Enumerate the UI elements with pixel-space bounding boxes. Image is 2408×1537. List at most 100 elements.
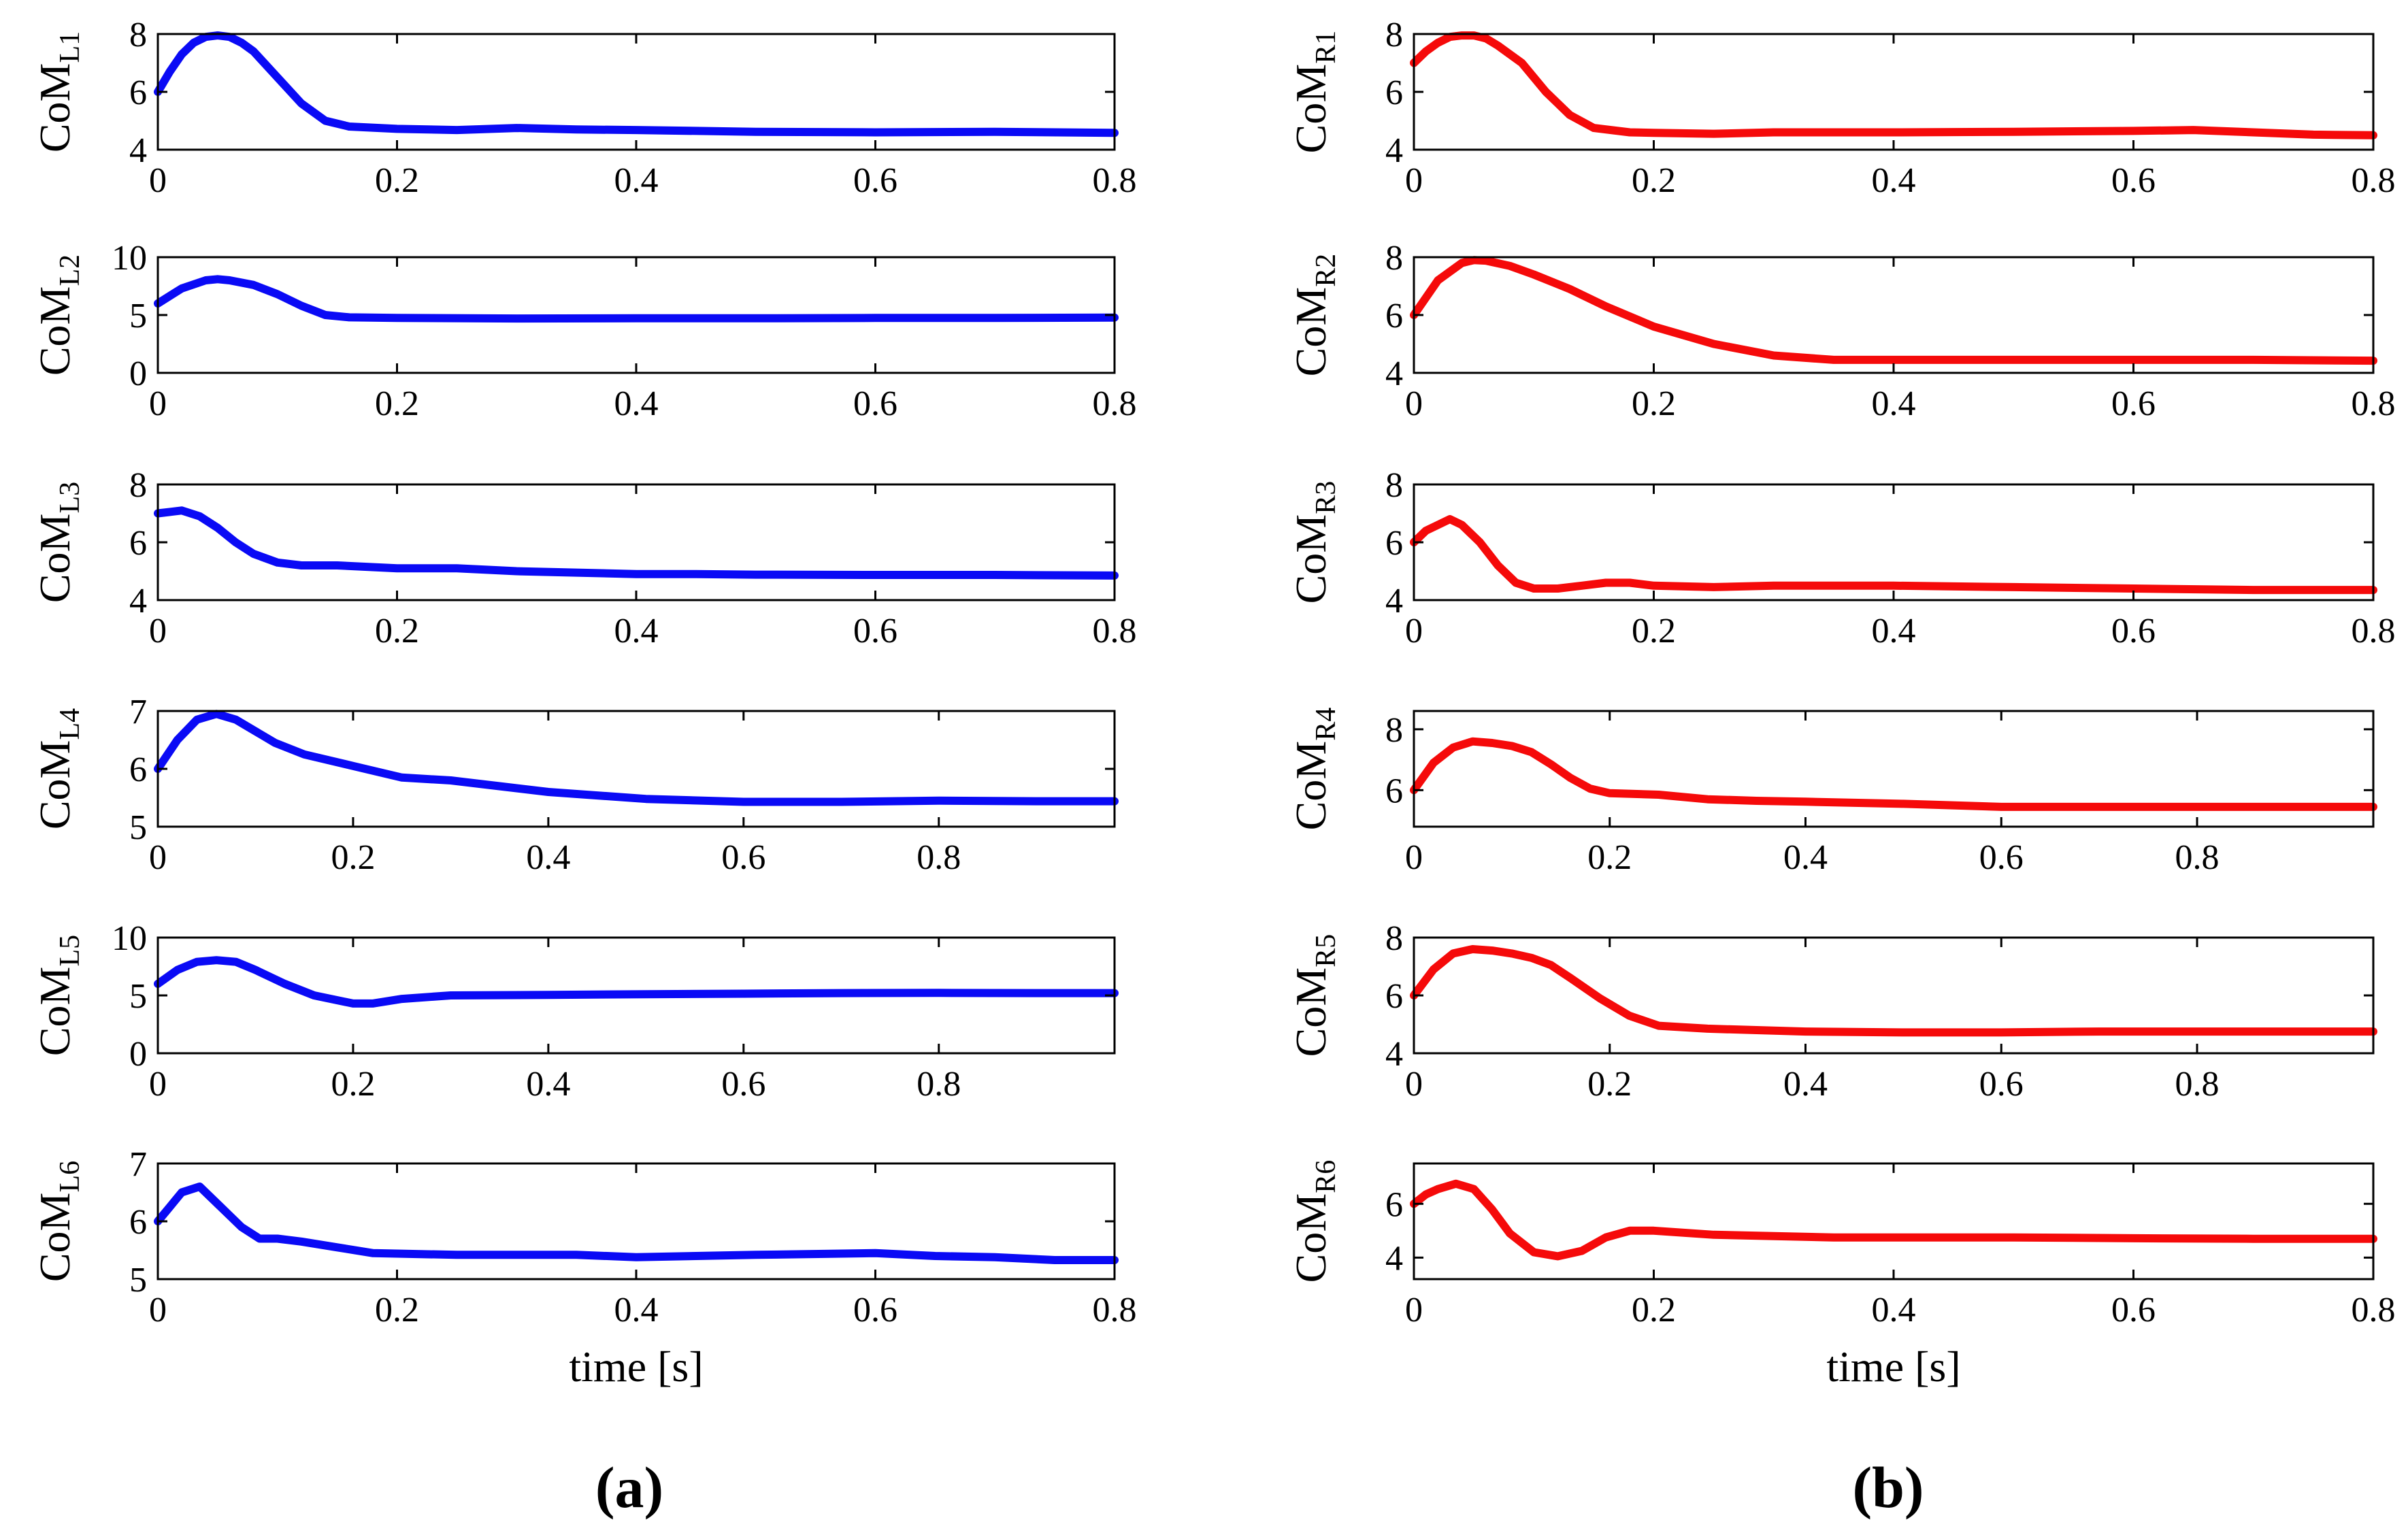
series-line-b3 [1410,515,2377,595]
x-tick-label: 0.8 [1093,1291,1137,1329]
x-tick-label: 0 [1405,612,1423,650]
y-axis-label-sub: L1 [54,31,86,63]
x-tick-label: 0 [149,1065,167,1104]
subplot-a1: 0 0.2 0.4 0.6 0.8 4 6 8 CoML1 [31,16,1137,200]
x-tick-label: 0.4 [614,161,659,200]
y-axis-label-sub: L5 [54,935,86,967]
y-tick-label: 6 [129,524,147,563]
subplot-b5: 0 0.2 0.4 0.6 0.8 4 6 8 CoMR5 [1287,919,2377,1104]
x-tick-label: 0.4 [1783,838,1828,877]
y-axis-label-sub: L4 [54,708,86,740]
x-tick-label: 0.4 [1872,612,1916,650]
x-tick-label: 0.4 [614,384,659,423]
y-tick-label: 8 [1385,466,1403,505]
x-tick-label: 0 [149,1291,167,1329]
x-tick-label: 0.2 [1632,384,1676,423]
y-tick-label: 5 [129,808,147,847]
subplot-a5: 0 0.2 0.4 0.6 0.8 0 5 10 CoML5 [31,919,1119,1104]
y-tick-label: 6 [1385,1185,1403,1224]
x-tick-label: 0.8 [2175,838,2220,877]
y-tick-label: 4 [129,582,147,621]
y-tick-label: 6 [129,750,147,789]
y-axis-label: CoMR1 [1287,31,1342,154]
x-tick-label: 0.8 [1093,612,1137,650]
x-tick-label: 0.4 [1872,1291,1916,1329]
y-tick-label: 8 [1385,711,1403,750]
axes-frame [156,483,1116,601]
x-tick-label: 0.8 [2175,1065,2220,1104]
x-tick-label: 0.4 [1872,161,1916,200]
x-tick-label: 0.2 [1632,1291,1676,1329]
y-tick-label: 4 [129,131,147,170]
y-axis-label-main: CoM [1287,968,1335,1057]
axes-frame [1413,1162,2375,1280]
panel-label-a: (a) [595,1455,663,1520]
x-tick-label: 0.4 [526,838,570,877]
subplot-a6: 0 0.2 0.4 0.6 0.8 5 6 7 CoML6 time [s] [31,1145,1137,1391]
y-axis-label-main: CoM [31,514,79,604]
x-tick-label: 0 [1405,384,1423,423]
y-tick-label: 5 [129,977,147,1016]
y-tick-label: 6 [129,1203,147,1242]
x-tick-label: 0 [1405,1291,1423,1329]
subplot-a3: 0 0.2 0.4 0.6 0.8 4 6 8 CoML3 [31,466,1137,650]
y-tick-label: 8 [129,466,147,505]
axes-frame [156,710,1116,828]
x-tick-label: 0.8 [2352,1291,2396,1329]
y-tick-label: 5 [129,297,147,335]
x-tick-label: 0.6 [1979,838,2024,877]
y-tick-label: 4 [1385,354,1403,393]
y-tick-label: 6 [1385,772,1403,810]
y-axis-label: CoML4 [31,708,86,829]
y-tick-label: 4 [1385,1239,1403,1278]
series-line-b6 [1410,1179,2377,1261]
series-line-a4 [154,710,1119,806]
y-tick-label: 6 [129,73,147,112]
x-tick-label: 0 [149,161,167,200]
x-axis-label: time [s] [569,1342,703,1391]
y-tick-label: 8 [129,16,147,54]
y-axis-label-sub: R4 [1310,708,1342,741]
x-tick-label: 0.4 [614,612,659,650]
series-line-a5 [154,956,1119,1008]
x-tick-label: 0.8 [1093,161,1137,200]
y-axis-label-main: CoM [31,286,79,376]
series-line-a2 [154,275,1119,323]
y-axis-label-main: CoM [1287,741,1335,831]
series-line-b1 [1410,31,2377,139]
subplot-b1: 0 0.2 0.4 0.6 0.8 4 6 8 CoMR1 [1287,16,2396,200]
x-tick-label: 0.2 [331,838,375,877]
y-tick-label: 7 [129,693,147,731]
y-tick-label: 7 [129,1145,147,1184]
axes-frame [1413,710,2375,828]
x-tick-label: 0.6 [721,838,765,877]
y-axis-label: CoMR3 [1287,481,1342,604]
y-tick-label: 6 [1385,297,1403,335]
x-tick-label: 0.4 [1783,1065,1828,1104]
x-tick-label: 0.6 [2111,384,2156,423]
y-tick-label: 4 [1385,131,1403,170]
y-axis-label: CoML2 [31,254,86,376]
y-axis-label-main: CoM [31,967,79,1057]
series-line-b5 [1410,945,2377,1037]
x-tick-label: 0.6 [2111,1291,2156,1329]
x-axis-label: time [s] [1826,1342,1960,1391]
y-tick-label: 5 [129,1261,147,1300]
y-tick-label: 10 [112,239,147,278]
y-axis-label-sub: R3 [1310,481,1342,514]
y-axis-label-main: CoM [1287,287,1335,377]
y-axis-label-sub: L3 [54,482,86,514]
y-axis-label: CoMR6 [1287,1160,1342,1283]
x-tick-label: 0.8 [1093,384,1137,423]
subplot-b6: 0 0.2 0.4 0.6 0.8 4 6 CoMR6 time [s] [1287,1160,2396,1391]
y-axis-label-sub: R2 [1310,254,1342,287]
y-axis-label: CoML6 [31,1161,86,1282]
y-tick-label: 4 [1385,582,1403,621]
x-tick-label: 0.4 [526,1065,570,1104]
x-tick-label: 0.2 [1632,161,1676,200]
y-axis-label-main: CoM [31,1193,79,1283]
y-tick-label: 6 [1385,977,1403,1016]
y-tick-label: 6 [1385,524,1403,563]
y-axis-label-sub: R5 [1310,934,1342,968]
